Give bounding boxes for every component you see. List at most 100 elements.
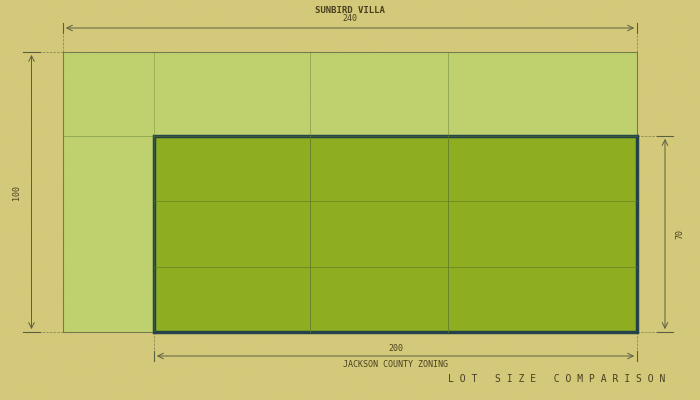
Point (190, 261, 201, 268)
Point (326, 31, 337, 37)
Point (458, 21, 469, 28)
Point (428, 329, 439, 336)
Point (336, 233, 347, 240)
Point (313, 239, 324, 245)
Point (622, 151, 633, 157)
Point (268, 276, 279, 283)
Point (433, 287, 444, 294)
Point (687, 62, 698, 68)
Point (481, 53, 492, 60)
Point (256, 169, 267, 176)
Point (347, 242, 358, 248)
Point (290, 381, 302, 387)
Point (584, 143, 595, 150)
Point (104, 364, 115, 371)
Point (454, 372, 465, 378)
Point (528, 391, 539, 398)
Point (353, 216, 364, 223)
Point (168, 126, 179, 132)
Point (178, 175, 189, 182)
Point (371, 92, 382, 98)
Point (140, 251, 151, 257)
Point (433, 210, 444, 217)
Point (430, 114, 442, 120)
Point (27, 279, 38, 286)
Point (334, 237, 345, 244)
Point (58, 162, 69, 169)
Point (416, 396, 428, 400)
Point (139, 317, 150, 323)
Point (653, 23, 664, 29)
Point (78, 210, 89, 216)
Point (644, 105, 655, 111)
Point (240, 43, 251, 49)
Point (363, 117, 374, 124)
Point (147, 108, 158, 114)
Point (41, 44, 52, 50)
Point (108, 104, 120, 110)
Point (29, 176, 40, 182)
Point (591, 3, 602, 9)
Point (258, 309, 270, 316)
Point (592, 286, 603, 293)
Point (356, 325, 367, 332)
Point (216, 8, 227, 15)
Point (222, 54, 233, 60)
Point (118, 192, 129, 198)
Point (540, 311, 551, 317)
Point (292, 243, 303, 250)
Point (535, 222, 546, 229)
Point (297, 390, 308, 396)
Point (669, 66, 680, 73)
Point (547, 200, 558, 206)
Point (8, 31, 19, 37)
Point (525, 254, 536, 261)
Point (83, 259, 94, 265)
Point (435, 280, 447, 286)
Point (671, 110, 682, 117)
Point (39, 194, 50, 200)
Point (326, 127, 337, 134)
Point (181, 383, 192, 390)
Point (640, 282, 652, 289)
Point (400, 71, 412, 78)
Point (214, 326, 225, 332)
Point (245, 367, 256, 373)
Point (466, 159, 477, 166)
Point (512, 17, 523, 24)
Point (617, 96, 629, 103)
Point (634, 336, 645, 342)
Point (643, 373, 654, 379)
Point (2, 123, 13, 130)
Point (256, 380, 267, 386)
Point (152, 260, 163, 266)
Point (419, 279, 430, 286)
Point (189, 77, 200, 84)
Point (66, 125, 78, 131)
Point (463, 311, 475, 318)
Point (187, 306, 198, 312)
Point (0, 42, 10, 49)
Point (384, 143, 395, 149)
Point (198, 388, 209, 395)
Point (463, 223, 474, 229)
Point (498, 225, 509, 232)
Point (236, 364, 247, 371)
Point (279, 107, 290, 113)
Point (181, 54, 193, 60)
Point (556, 25, 568, 32)
Point (139, 383, 150, 389)
Point (69, 258, 80, 265)
Point (75, 220, 86, 226)
Point (69, 284, 80, 291)
Point (391, 2, 402, 8)
Point (471, 292, 482, 298)
Point (402, 212, 413, 218)
Point (549, 99, 560, 106)
Point (640, 141, 652, 148)
Point (191, 223, 202, 230)
Point (270, 384, 281, 390)
Point (538, 308, 549, 315)
Point (143, 331, 154, 337)
Point (626, 24, 638, 30)
